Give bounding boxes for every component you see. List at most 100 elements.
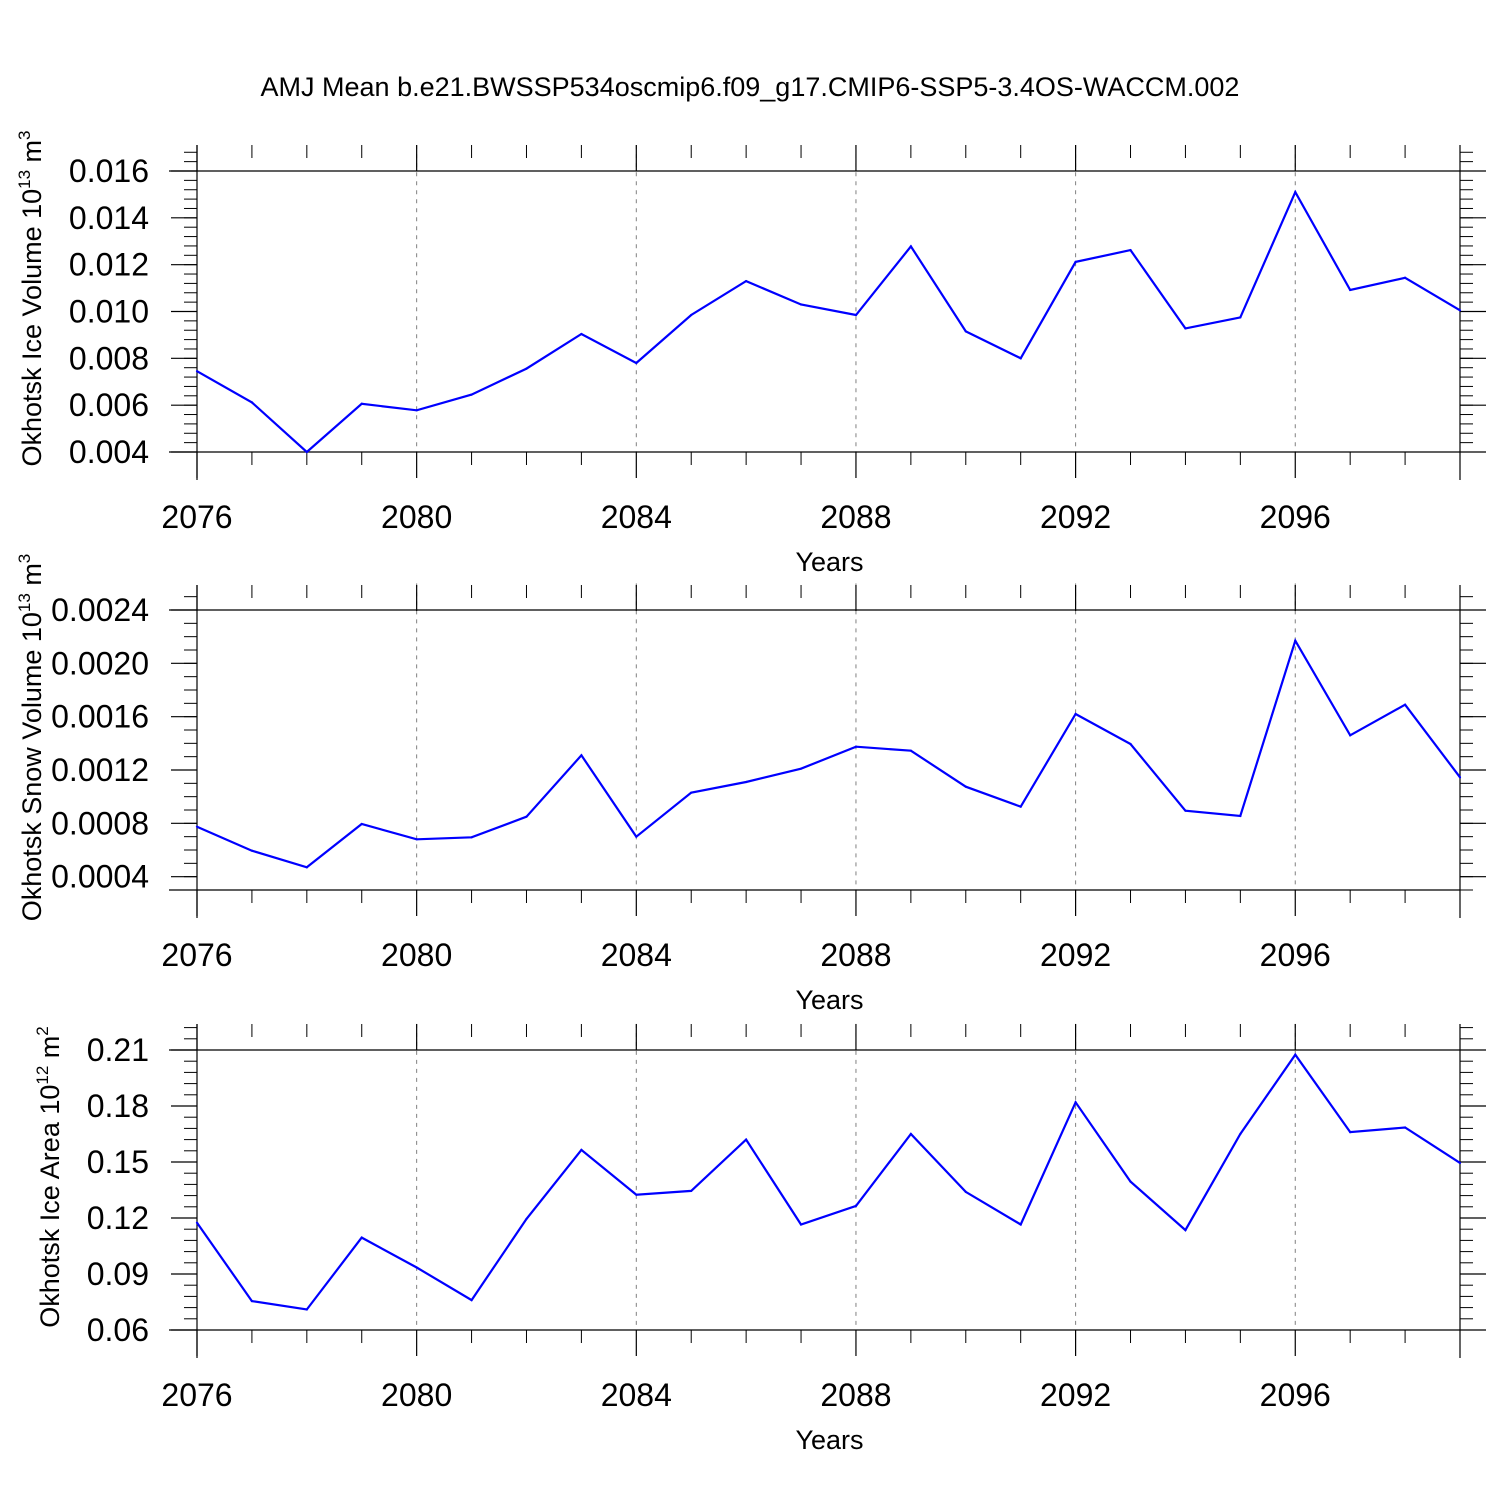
data-point bbox=[470, 836, 473, 839]
y-tick-label: 0.004 bbox=[69, 434, 149, 470]
data-point bbox=[415, 1266, 418, 1269]
data-point bbox=[1294, 190, 1297, 194]
data-point bbox=[1019, 1223, 1022, 1226]
x-tick-label: 2080 bbox=[381, 1377, 452, 1413]
data-point bbox=[1349, 288, 1352, 292]
data-point bbox=[580, 1148, 583, 1151]
x-tick-label: 2080 bbox=[381, 499, 452, 535]
data-point bbox=[690, 791, 693, 794]
x-tick-label: 2092 bbox=[1040, 499, 1111, 535]
data-point bbox=[1458, 1161, 1462, 1165]
data-point bbox=[909, 245, 912, 248]
data-point bbox=[1184, 1229, 1187, 1232]
data-point bbox=[1184, 809, 1187, 812]
data-point bbox=[1239, 814, 1242, 818]
data-point bbox=[909, 1132, 912, 1136]
data-point bbox=[305, 1308, 308, 1311]
data-point bbox=[799, 767, 803, 770]
series-line bbox=[196, 1052, 1461, 1311]
data-point bbox=[250, 1299, 254, 1303]
data-point bbox=[250, 401, 254, 404]
y-tick-label: 0.0024 bbox=[51, 592, 149, 628]
data-point bbox=[1129, 742, 1132, 746]
y-axis-label-superscript: 13 bbox=[15, 170, 34, 189]
y-axis-label-superscript: 12 bbox=[33, 1066, 52, 1085]
panel-snow-volume: 0.0004 0.0008 0.0012 0.0016 0.0020 0.0024 2076… bbox=[15, 554, 1486, 1015]
data-point bbox=[360, 822, 363, 826]
y-axis-label-part: Okhotsk Ice Volume 10 bbox=[17, 189, 47, 467]
data-point bbox=[635, 1193, 638, 1196]
data-point bbox=[470, 1299, 473, 1302]
data-point bbox=[305, 866, 308, 869]
data-point bbox=[1458, 776, 1462, 779]
y-axis-label: Okhotsk Ice Volume 1013 m3 bbox=[15, 130, 47, 466]
x-axis-label: Years bbox=[795, 1425, 863, 1455]
x-tick-label: 2076 bbox=[161, 499, 232, 535]
data-point bbox=[854, 1204, 858, 1207]
data-point bbox=[799, 1223, 803, 1226]
data-point bbox=[1403, 703, 1407, 706]
y-tick-label: 0.0004 bbox=[51, 859, 149, 895]
x-tick-label: 2084 bbox=[601, 499, 672, 535]
data-point bbox=[1019, 805, 1022, 808]
x-tick-label: 2092 bbox=[1040, 1377, 1111, 1413]
x-tick-label: 2080 bbox=[381, 937, 452, 973]
data-point bbox=[1074, 260, 1077, 263]
x-tick-label: 2088 bbox=[820, 937, 891, 973]
data-point bbox=[1403, 276, 1407, 279]
y-axis-label-part: Okhotsk Ice Area 10 bbox=[35, 1085, 65, 1328]
data-point bbox=[525, 367, 528, 370]
y-axis-label-part: m bbox=[17, 140, 47, 170]
x-tick-label: 2096 bbox=[1260, 1377, 1331, 1413]
data-point bbox=[305, 450, 308, 454]
data-point bbox=[1349, 734, 1352, 737]
x-axis-label: Years bbox=[795, 985, 863, 1015]
y-axis-label: Okhotsk Snow Volume 1013 m3 bbox=[15, 554, 47, 922]
x-tick-label: 2096 bbox=[1260, 937, 1331, 973]
x-tick-label: 2088 bbox=[820, 1377, 891, 1413]
data-point bbox=[964, 330, 967, 333]
data-point bbox=[690, 1189, 693, 1193]
y-tick-label: 0.21 bbox=[87, 1032, 149, 1068]
series-line bbox=[196, 189, 1461, 454]
y-axis-label: Okhotsk Ice Area 1012 m2 bbox=[33, 1026, 65, 1328]
y-tick-label: 0.006 bbox=[69, 387, 149, 423]
data-point bbox=[1458, 309, 1462, 312]
y-axis-label-superscript: 3 bbox=[15, 130, 34, 139]
y-tick-label: 0.09 bbox=[87, 1256, 149, 1292]
y-tick-label: 0.15 bbox=[87, 1144, 149, 1180]
y-tick-label: 0.0016 bbox=[51, 699, 149, 735]
x-tick-label: 2092 bbox=[1040, 937, 1111, 973]
chart-title: AMJ Mean b.e21.BWSSP534oscmip6.f09_g17.C… bbox=[261, 72, 1240, 102]
y-tick-label: 0.0020 bbox=[51, 645, 149, 681]
panel-ice-area: 0.06 0.09 0.12 0.15 0.18 0.21 2076 2080 2084 2088… bbox=[33, 1023, 1486, 1455]
x-tick-label: 2096 bbox=[1260, 499, 1331, 535]
x-tick-label: 2084 bbox=[601, 1377, 672, 1413]
x-tick-label: 2088 bbox=[820, 499, 891, 535]
y-tick-label: 0.010 bbox=[69, 294, 149, 330]
data-point bbox=[1129, 249, 1132, 252]
panel-ice-volume: 0.004 0.006 0.008 0.010 0.012 0.014 0.016 2076 2… bbox=[15, 130, 1486, 577]
data-point bbox=[745, 1138, 748, 1141]
y-axis-label-part: m bbox=[35, 1036, 65, 1066]
data-point bbox=[745, 279, 748, 283]
y-tick-label: 0.06 bbox=[87, 1312, 149, 1348]
x-tick-label: 2076 bbox=[161, 937, 232, 973]
data-point bbox=[635, 361, 638, 365]
data-point bbox=[909, 749, 912, 752]
data-point bbox=[745, 780, 748, 784]
y-tick-label: 0.0012 bbox=[51, 752, 149, 788]
data-point bbox=[1294, 639, 1297, 642]
y-tick-label: 0.18 bbox=[87, 1088, 149, 1124]
data-point bbox=[1239, 1132, 1242, 1136]
y-tick-label: 0.0008 bbox=[51, 805, 149, 841]
data-point bbox=[854, 313, 858, 317]
data-point bbox=[470, 393, 473, 396]
x-axis-label: Years bbox=[795, 547, 863, 577]
data-point bbox=[415, 838, 418, 841]
data-point bbox=[635, 835, 638, 838]
data-point bbox=[360, 1236, 363, 1239]
y-tick-label: 0.12 bbox=[87, 1200, 149, 1236]
y-tick-label: 0.014 bbox=[69, 200, 149, 236]
